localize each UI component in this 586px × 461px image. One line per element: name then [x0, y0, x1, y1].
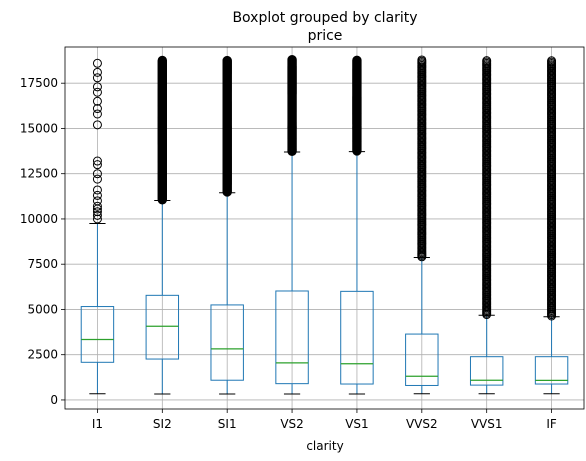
box-vs1	[340, 55, 374, 395]
flier	[92, 210, 102, 220]
chart-title: Boxplot grouped by clarity	[232, 10, 417, 26]
x-tick-label: VS1	[345, 417, 368, 431]
x-tick-label: SI1	[218, 417, 237, 431]
flier	[92, 67, 102, 77]
box-vvs2	[405, 55, 439, 395]
box-vs2	[275, 54, 309, 395]
chart-subtitle: price	[308, 28, 343, 44]
flier	[92, 185, 102, 195]
flier	[352, 55, 362, 66]
flier	[547, 56, 557, 66]
box-si2	[145, 55, 180, 395]
flier	[287, 54, 297, 65]
box-groups	[80, 54, 569, 395]
box-if	[534, 56, 569, 395]
flier	[222, 55, 232, 66]
x-tick-label: IF	[546, 417, 557, 431]
flier	[92, 87, 102, 97]
box-vvs1	[469, 56, 504, 395]
flier	[157, 55, 168, 66]
iqr-box	[469, 356, 504, 386]
y-tick-label: 12500	[20, 167, 58, 181]
flier	[417, 55, 427, 65]
iqr-box	[275, 290, 309, 385]
x-tick-label: VVS2	[406, 417, 438, 431]
y-tick-label: 17500	[20, 76, 58, 90]
x-axis-ticks: I1 SI2 SI1 VS2 VS1 VVS2 VVS1 IF	[92, 409, 557, 431]
flier	[92, 58, 102, 68]
flier	[92, 104, 102, 114]
y-tick-label: 15000	[20, 121, 58, 135]
flier	[92, 73, 102, 83]
flier	[92, 214, 102, 224]
iqr-box	[210, 304, 244, 381]
box-i1	[80, 58, 115, 395]
x-tick-label: VS2	[280, 417, 303, 431]
x-tick-label: I1	[92, 417, 103, 431]
y-tick-label: 2500	[27, 348, 58, 362]
flier	[482, 56, 492, 66]
flier	[92, 174, 102, 184]
iqr-box	[80, 306, 115, 363]
flier	[92, 120, 102, 130]
flier	[92, 160, 102, 170]
y-tick-label: 5000	[27, 302, 58, 316]
plot-frame	[64, 46, 585, 410]
flier	[92, 196, 102, 206]
flier	[92, 201, 102, 211]
iqr-box	[405, 333, 439, 386]
y-tick-label: 10000	[20, 212, 58, 226]
y-tick-label: 7500	[27, 257, 58, 271]
iqr-box	[145, 294, 180, 360]
flier	[92, 156, 102, 166]
flier	[92, 207, 102, 217]
iqr-box	[534, 356, 569, 385]
flier	[92, 169, 102, 179]
grid-lines	[65, 47, 584, 409]
flier	[92, 96, 102, 106]
x-tick-label: VVS1	[471, 417, 503, 431]
box-si1	[210, 55, 244, 395]
flier	[92, 109, 102, 119]
y-tick-label: 0	[50, 393, 58, 407]
iqr-box	[340, 290, 374, 385]
flier	[92, 82, 102, 92]
x-tick-label: SI2	[153, 417, 172, 431]
y-axis-ticks: 0 2500 5000 7500 10000 12500 15000 17500	[20, 76, 65, 407]
flier	[92, 190, 102, 200]
x-axis-label: clarity	[306, 439, 343, 453]
